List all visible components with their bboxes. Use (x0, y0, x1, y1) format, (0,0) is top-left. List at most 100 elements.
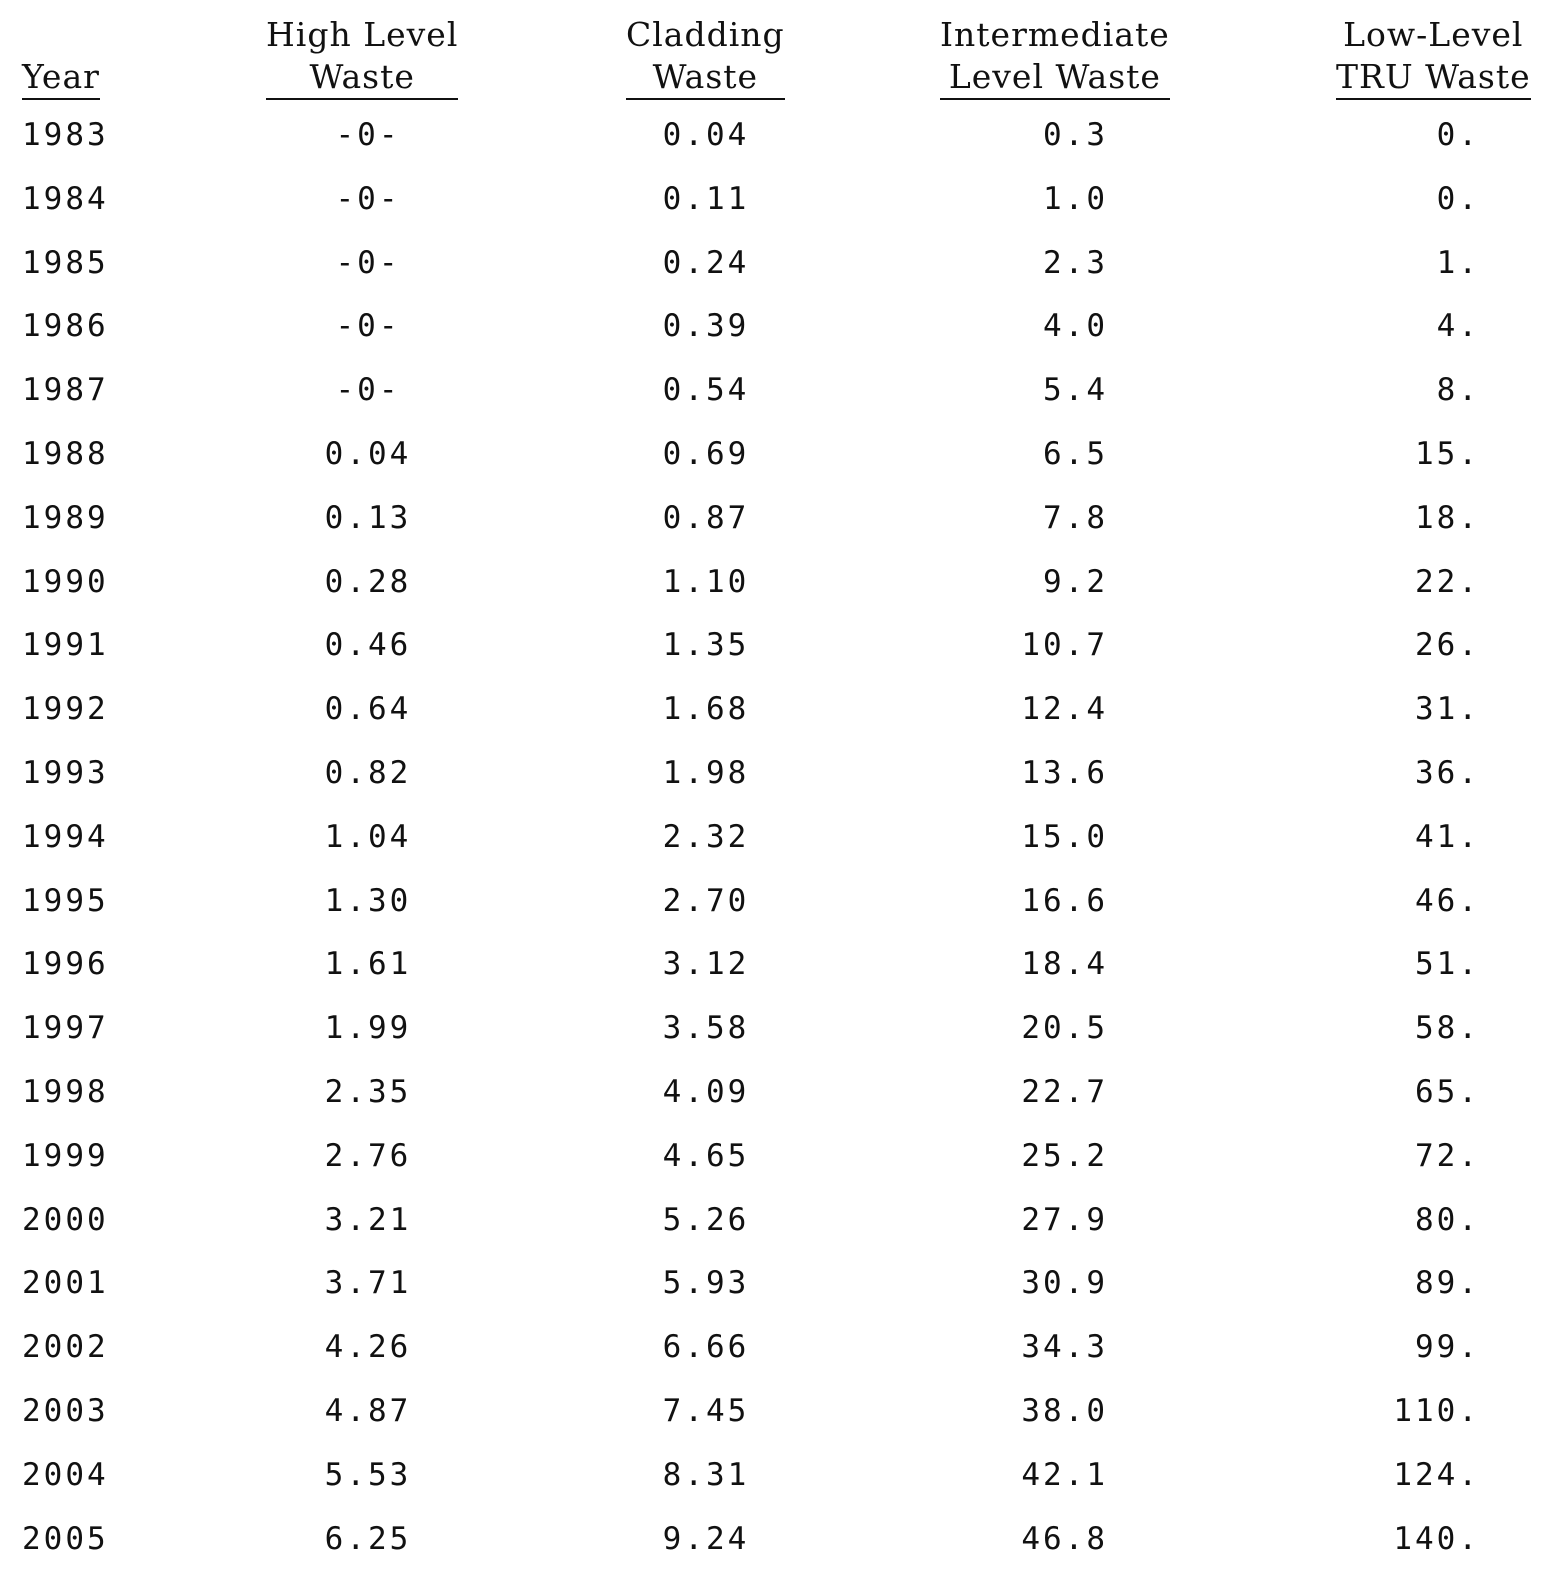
cell-cladding-waste: 9.24 (662, 1520, 750, 1557)
cell-year: 1989 (22, 499, 109, 536)
cell-high-level-waste: 3.71 (324, 1265, 412, 1302)
cell-intermediate-level-waste: 15.0 (1021, 818, 1108, 855)
cell-cladding-waste: 0.69 (662, 435, 750, 472)
cell-intermediate-level-waste: 38.0 (1021, 1392, 1108, 1429)
cell-high-level-waste: 4.87 (324, 1392, 412, 1429)
cell-year: 1993 (22, 754, 109, 791)
cell-intermediate-level-waste: 9.2 (1043, 563, 1108, 600)
cell-intermediate-level-waste: 25.2 (1021, 1137, 1108, 1174)
cell-year: 2002 (22, 1329, 109, 1366)
cell-year: 1988 (22, 435, 109, 472)
table-row: 2000 3.21 5.26 27.9 80. (0, 1197, 1561, 1261)
cell-cladding-waste: 6.66 (662, 1329, 750, 1366)
table-row: 2005 6.25 9.24 46.8 140. (0, 1516, 1561, 1579)
table-row: 2004 5.53 8.31 42.1 124. (0, 1452, 1561, 1516)
cell-cladding-waste: 2.70 (662, 882, 750, 919)
cell-low-level-tru-waste: 18. (1415, 499, 1480, 536)
cell-cladding-waste: 0.11 (662, 180, 750, 217)
cell-intermediate-level-waste: 0.3 (1043, 117, 1108, 153)
cell-low-level-tru-waste: 36. (1415, 754, 1480, 791)
cell-low-level-tru-waste: 72. (1415, 1137, 1480, 1174)
cell-low-level-tru-waste: 99. (1415, 1329, 1480, 1366)
cell-high-level-waste: 0.04 (324, 435, 412, 472)
cell-intermediate-level-waste: 22.7 (1021, 1073, 1108, 1110)
cell-cladding-waste: 3.12 (662, 946, 750, 983)
header-clad-line1: Cladding (626, 15, 785, 54)
cell-year: 1998 (22, 1073, 109, 1110)
table-row: 1993 0.82 1.98 13.6 36. (0, 750, 1561, 814)
cell-cladding-waste: 0.39 (662, 308, 750, 345)
header-tru-line1: Low-Level (1343, 15, 1524, 54)
cell-year: 2003 (22, 1392, 109, 1429)
cell-low-level-tru-waste: 89. (1415, 1265, 1480, 1302)
cell-year: 1984 (22, 180, 109, 217)
cell-intermediate-level-waste: 1.0 (1043, 180, 1108, 217)
cell-high-level-waste: 0.64 (324, 691, 412, 728)
cell-high-level-waste: 1.99 (324, 1010, 412, 1047)
cell-intermediate-level-waste: 18.4 (1021, 946, 1108, 983)
cell-intermediate-level-waste: 46.8 (1021, 1520, 1108, 1557)
header-intermediate-level-waste: Intermediate Level Waste (940, 14, 1170, 100)
cell-low-level-tru-waste: 140. (1393, 1520, 1480, 1557)
cell-cladding-waste: 1.10 (662, 563, 750, 600)
table-row: 1989 0.13 0.87 7.8 18. (0, 495, 1561, 559)
cell-high-level-waste: 6.25 (324, 1520, 412, 1557)
table-row: 2002 4.26 6.66 34.3 99. (0, 1324, 1561, 1388)
cell-high-level-waste: 4.26 (324, 1329, 412, 1366)
cell-year: 1995 (22, 882, 109, 919)
cell-year: 1994 (22, 818, 109, 855)
cell-year: 1990 (22, 563, 109, 600)
cell-high-level-waste: -0- (335, 372, 401, 409)
header-high-level-waste: High Level Waste (266, 14, 459, 100)
cell-cladding-waste: 1.68 (662, 691, 750, 728)
cell-high-level-waste: 0.13 (324, 499, 412, 536)
cell-low-level-tru-waste: 80. (1415, 1201, 1480, 1238)
cell-intermediate-level-waste: 34.3 (1021, 1329, 1108, 1366)
cell-low-level-tru-waste: 124. (1393, 1456, 1480, 1493)
cell-low-level-tru-waste: 0. (1436, 180, 1480, 217)
table-row: 1986 -0- 0.39 4.0 4. (0, 303, 1561, 367)
cell-cladding-waste: 0.54 (662, 372, 750, 409)
cell-cladding-waste: 7.45 (662, 1392, 750, 1429)
cell-high-level-waste: 0.82 (324, 754, 412, 791)
cell-high-level-waste: 3.21 (324, 1201, 412, 1238)
cell-cladding-waste: 4.65 (662, 1137, 750, 1174)
cell-cladding-waste: 4.09 (662, 1073, 750, 1110)
cell-low-level-tru-waste: 51. (1415, 946, 1480, 983)
header-cladding-waste: Cladding Waste (626, 14, 785, 100)
cell-intermediate-level-waste: 27.9 (1021, 1201, 1108, 1238)
cell-year: 2004 (22, 1456, 109, 1493)
cell-year: 1999 (22, 1137, 109, 1174)
cell-low-level-tru-waste: 65. (1415, 1073, 1480, 1110)
table-row: 1991 0.46 1.35 10.7 26. (0, 622, 1561, 686)
cell-intermediate-level-waste: 2.3 (1043, 244, 1108, 281)
cell-high-level-waste: -0- (335, 308, 401, 345)
cell-cladding-waste: 5.26 (662, 1201, 750, 1238)
cell-year: 2001 (22, 1265, 109, 1302)
cell-year: 1985 (22, 244, 109, 281)
table-row: 1987 -0- 0.54 5.4 8. (0, 367, 1561, 431)
cell-low-level-tru-waste: 26. (1415, 627, 1480, 664)
cell-cladding-waste: 0.87 (662, 499, 750, 536)
cell-high-level-waste: 1.30 (324, 882, 412, 919)
cell-intermediate-level-waste: 16.6 (1021, 882, 1108, 919)
cell-high-level-waste: 1.61 (324, 946, 412, 983)
header-year: Year (22, 56, 100, 100)
cell-high-level-waste: 1.04 (324, 818, 412, 855)
cell-cladding-waste: 0.04 (662, 117, 750, 153)
cell-high-level-waste: -0- (335, 117, 401, 153)
cell-year: 1986 (22, 308, 109, 345)
cell-low-level-tru-waste: 58. (1415, 1010, 1480, 1047)
cell-high-level-waste: -0- (335, 180, 401, 217)
cell-year: 1992 (22, 691, 109, 728)
cell-year: 1991 (22, 627, 109, 664)
cell-high-level-waste: 2.76 (324, 1137, 412, 1174)
header-hlw-line1: High Level (266, 15, 459, 54)
table-row: 1999 2.76 4.65 25.2 72. (0, 1133, 1561, 1197)
cell-high-level-waste: 5.53 (324, 1456, 412, 1493)
cell-intermediate-level-waste: 42.1 (1021, 1456, 1108, 1493)
header-year-label: Year (22, 56, 100, 100)
cell-low-level-tru-waste: 31. (1415, 691, 1480, 728)
table-body: 1983 -0- 0.04 0.3 0. 1984 -0- 0.11 1.0 0… (0, 112, 1561, 1579)
